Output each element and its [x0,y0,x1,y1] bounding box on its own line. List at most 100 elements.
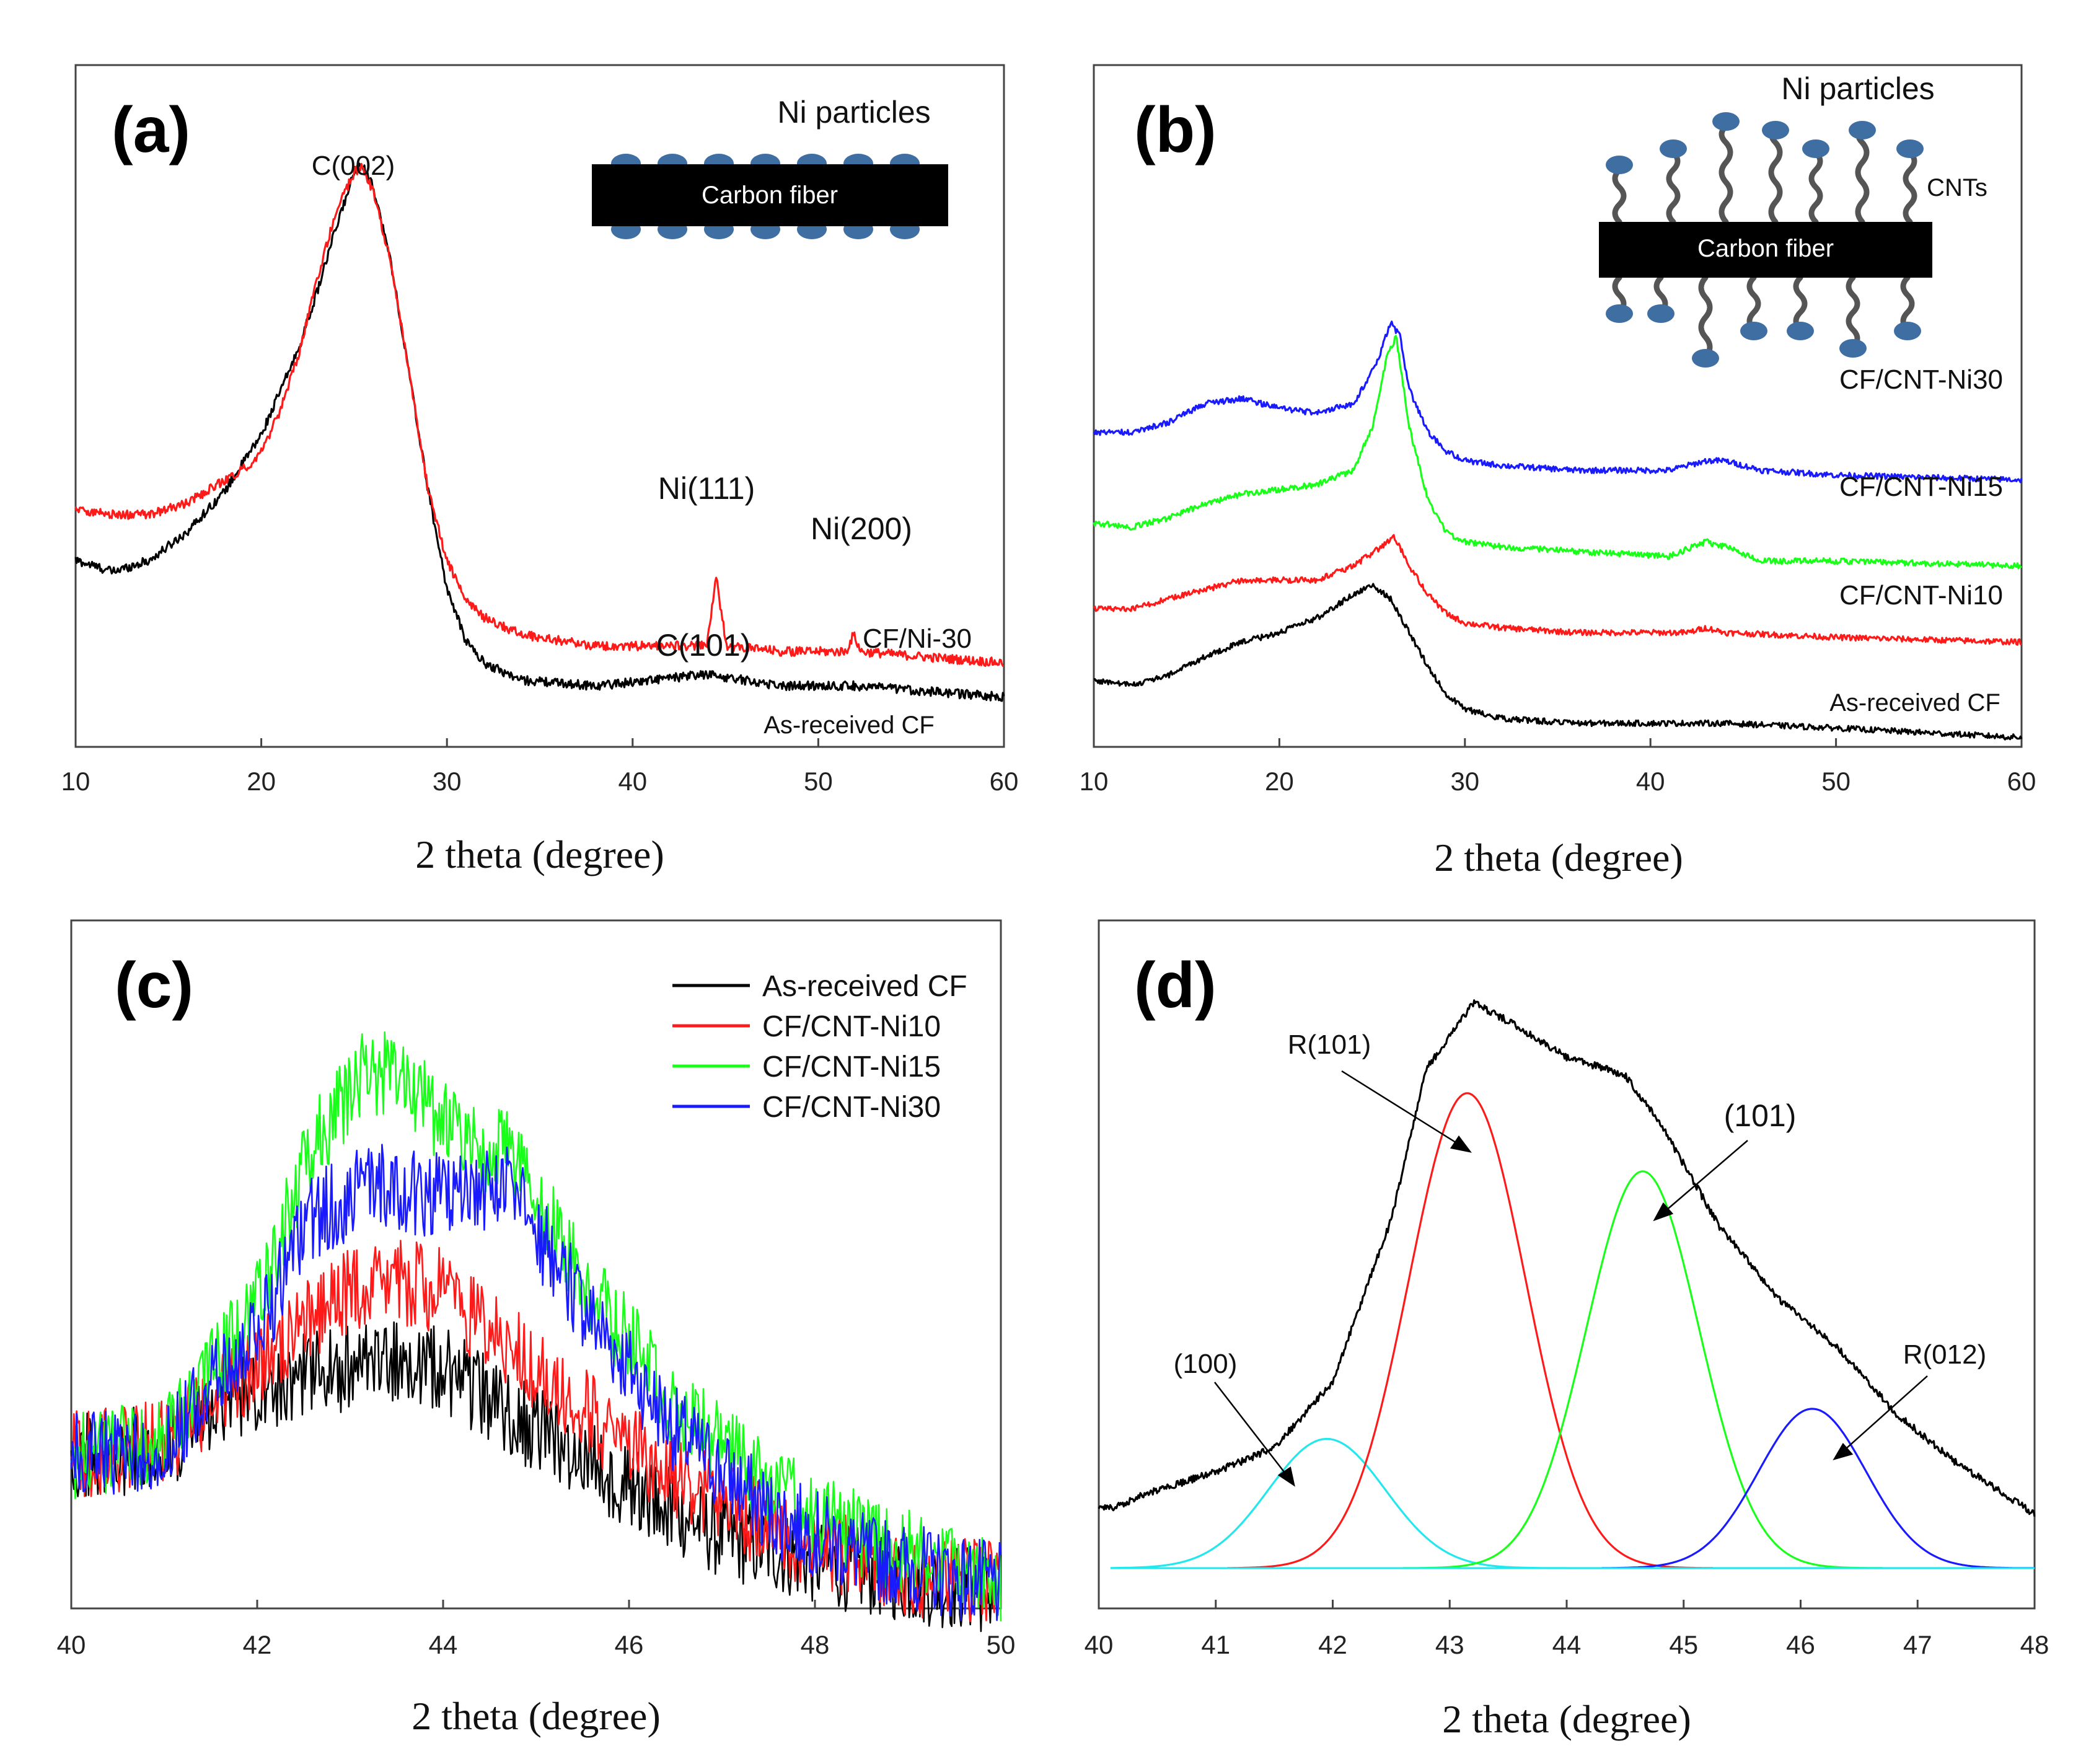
cnt-strand [1719,123,1733,225]
ni-particle [1712,112,1740,131]
inset-b-carbon-fiber [1599,222,1932,278]
label-cf-ni30: CF/Ni-30 [863,624,972,654]
panel-c: 40 42 44 46 48 50 (c) 2 theta (degree) As-rec… [57,919,1016,1738]
label-as-received-cf-a: As-received CF [764,712,935,739]
legend-cf-cnt-ni30: CF/CNT-Ni30 [762,1091,941,1124]
cnt-strand [1846,275,1860,350]
label-cf-cnt-ni15: CF/CNT-Ni15 [1839,472,2003,502]
cnt-strand [1793,275,1808,333]
x-tick-label: 44 [1552,1630,1582,1659]
cnt-strand [1746,275,1761,333]
series-a-cf-ni-30 [74,162,1005,668]
cnt-strand [1768,127,1783,225]
inset-b-ni-particles-label: Ni particles [1781,71,1934,106]
inset-b-schematic: Ni particles CNTs [1599,71,1987,368]
annotation-ni200: Ni(200) [811,511,912,546]
x-tick-label: 42 [243,1630,272,1659]
x-tick-label: 40 [57,1630,86,1659]
series-b-cf-cnt-ni15 [1093,335,2023,570]
inset-b-cnt-strands [1612,123,1917,360]
panel-c-x-ticks: 40 42 44 46 48 50 [57,1600,1016,1659]
inset-a-fiber-label: Carbon fiber [702,182,838,209]
cnt-strand [1903,149,1917,225]
legend-as-received-cf: As-received CF [762,970,967,1003]
x-tick-label: 45 [1669,1630,1698,1659]
inset-a-carbon-fiber [592,164,948,226]
panel-a-traces [74,162,1005,702]
x-tick-label: 20 [247,767,276,796]
annotation-100: (100) [1174,1349,1238,1379]
ni-particle [1762,121,1789,139]
panel-a-frame [74,64,1005,748]
series-b-cf-cnt-ni30 [1093,320,2023,483]
ni-particle [1849,121,1876,139]
inset-b-fiber-label: Carbon fiber [1697,235,1834,262]
arrowhead-101 [1653,1202,1674,1222]
ni-particle [1692,349,1719,368]
x-tick-label: 30 [1450,767,1479,796]
ni-particle [1606,304,1633,323]
series-c-cf-cnt-ni30 [70,1144,1002,1621]
inset-b-cnts-label: CNTs [1927,174,1987,201]
x-tick-label: 10 [61,767,90,796]
cnt-strand [1698,275,1713,360]
panel-d: 40 41 42 43 44 45 46 47 48 (d) 2 theta (degree) … [1085,919,2049,1741]
panel-b: 10 20 30 40 50 60 (b) 2 theta (degree) CF/CNT… [1080,64,2036,880]
ni-particle [1896,139,1924,158]
ni-particle [1787,322,1814,340]
arrowhead-r012 [1833,1442,1854,1461]
x-tick-label: 46 [615,1630,644,1659]
annotation-ni111: Ni(111) [658,471,755,506]
series-d--101- [1402,1170,1883,1569]
x-tick-label: 30 [433,767,462,796]
x-tick-label: 43 [1435,1630,1464,1659]
x-tick-label: 46 [1786,1630,1815,1659]
arrow-r101 [1341,1070,1463,1148]
ni-particle [1802,139,1829,158]
panel-d-traces [1098,999,2036,1569]
inset-b-ni-particles [1606,112,1924,368]
series-d-r-012- [1601,1408,2035,1569]
cnt-strand [1612,167,1627,225]
x-tick-label: 10 [1080,767,1109,796]
x-tick-label: 50 [804,767,833,796]
panel-a-label: (a) [112,94,190,166]
panel-a: 10 20 30 40 50 60 (a) 2 theta (degree) C(002)… [61,64,1019,876]
panel-b-traces [1093,320,2023,741]
legend-cf-cnt-ni10: CF/CNT-Ni10 [762,1010,941,1043]
x-tick-label: 60 [2007,767,2036,796]
x-tick-label: 20 [1265,767,1294,796]
ni-particle [1660,139,1687,158]
panel-d-arrows [1214,1070,1928,1487]
x-tick-label: 44 [429,1630,458,1659]
cnt-strand [1808,149,1823,225]
cnt-strand [1666,149,1681,225]
ni-particle [1647,304,1675,323]
arrowhead-100 [1277,1466,1295,1487]
inset-a-schematic: Ni particles Carbon fiber [592,95,948,239]
annotation-c101: C(101) [656,628,751,663]
annotation-r012: R(012) [1903,1339,1987,1370]
ni-particle [1894,322,1921,340]
panel-a-x-axis-label: 2 theta (degree) [415,832,664,876]
series-c-cf-cnt-ni10 [70,1240,1002,1623]
panel-b-frame [1093,64,2023,748]
panel-b-label: (b) [1134,94,1217,166]
cnt-strand [1900,275,1915,333]
label-cf-cnt-ni10: CF/CNT-Ni10 [1839,580,2003,611]
series-b-as-received-cf [1093,583,2023,741]
x-tick-label: 47 [1903,1630,1932,1659]
x-tick-label: 41 [1201,1630,1230,1659]
x-tick-label: 50 [1821,767,1851,796]
panel-c-label: (c) [115,950,193,1021]
panel-c-frame [70,919,1002,1610]
ni-particle [1606,156,1633,174]
panel-d-frame [1098,919,2036,1610]
panel-d-label: (d) [1134,950,1217,1021]
x-tick-label: 60 [990,767,1019,796]
panel-d-x-ticks: 40 41 42 43 44 45 46 47 48 [1085,1600,2049,1659]
x-tick-label: 48 [801,1630,830,1659]
annotation-c002: C(002) [312,151,395,181]
x-tick-label: 50 [987,1630,1016,1659]
